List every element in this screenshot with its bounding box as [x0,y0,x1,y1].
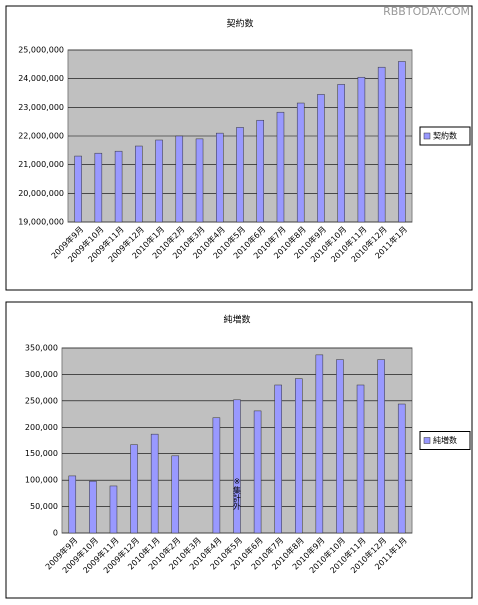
bar [135,145,143,223]
y-tick-label: 22,000,000 [18,132,64,141]
y-tick-label: 50,000 [30,502,58,511]
bar [356,384,365,534]
legend-label: 純増数 [433,435,457,445]
y-tick-label: 19,000,000 [18,218,64,227]
bar [274,384,282,534]
legend-swatch [423,437,431,444]
legend-box [419,431,471,450]
annotation: ※集計外 [233,477,242,511]
bar [68,475,77,534]
bar [171,455,179,534]
bar [315,354,324,534]
bar [233,399,241,534]
bar [296,102,305,223]
chart-frame [5,301,473,599]
y-tick-label: 0 [53,529,58,538]
y-tick-label: 350,000 [25,344,58,353]
bar [276,111,285,223]
bar [74,155,82,223]
bar [114,150,123,223]
watermark: RBBTODAY.COM [383,5,470,18]
chart-frame [5,5,473,291]
y-tick-label: 21,000,000 [18,160,64,169]
y-tick-label: 25,000,000 [18,46,64,55]
bar [253,410,262,534]
chart-title: 純増数 [223,314,250,326]
legend-box [419,126,471,146]
y-tick-label: 300,000 [25,370,58,379]
bar [175,135,184,223]
bar [357,76,366,223]
legend-swatch [423,132,431,140]
y-tick-label: 150,000 [25,449,58,458]
chart-title: 契約数 [226,18,253,30]
y-tick-label: 23,000,000 [18,103,64,112]
bar [155,139,163,223]
bar [130,444,138,534]
bar [150,433,159,534]
y-tick-label: 20,000,000 [18,189,64,198]
y-tick-label: 200,000 [25,423,58,432]
bar [377,359,385,534]
bar [295,378,303,534]
bar [216,132,224,223]
bar [212,417,221,534]
y-tick-label: 250,000 [25,396,58,405]
bar [398,61,406,223]
bar [377,66,386,223]
bar [109,485,118,534]
bar [337,84,345,223]
bar [94,152,103,223]
bar [336,359,344,534]
y-tick-label: 100,000 [25,476,58,485]
bar [195,138,204,223]
bar [236,127,244,223]
bar [397,403,406,534]
bar [256,119,264,223]
bar [89,480,97,534]
legend-label: 契約数 [433,131,457,141]
y-tick-label: 24,000,000 [18,74,64,83]
bar [317,94,325,223]
